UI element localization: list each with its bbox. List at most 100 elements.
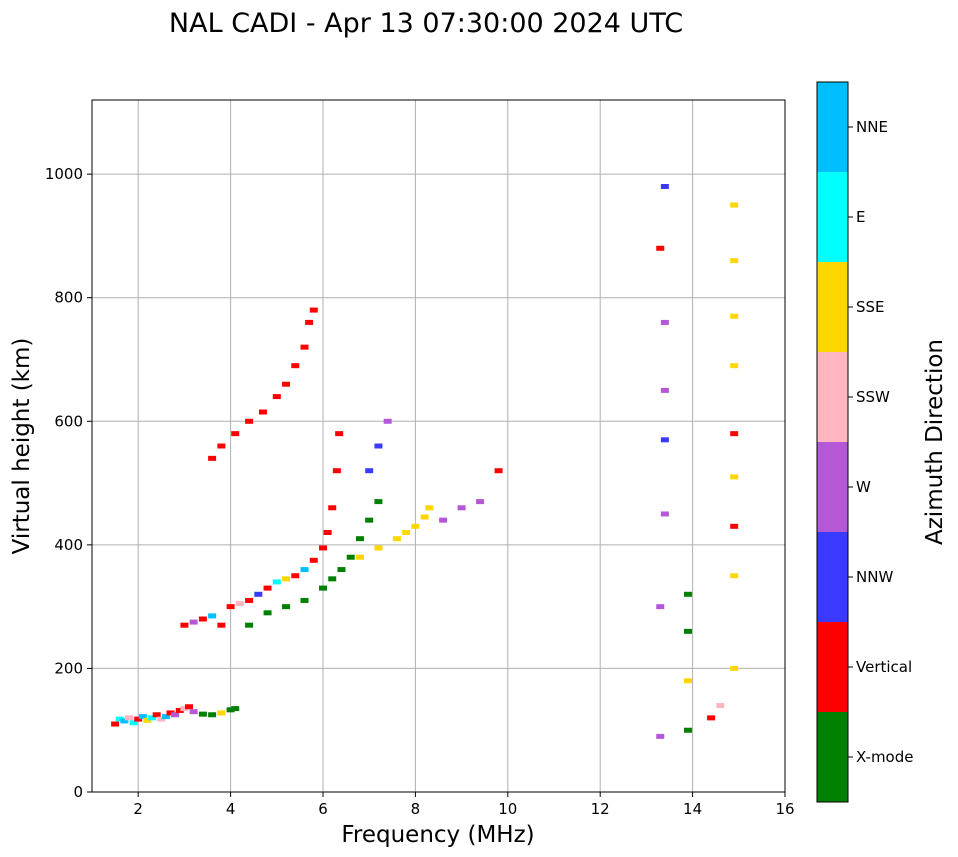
- data-point: [730, 573, 739, 579]
- data-point: [208, 712, 217, 718]
- data-point: [305, 319, 314, 325]
- data-point: [660, 387, 669, 393]
- data-point: [138, 714, 147, 720]
- colorbar-tick-label: E: [856, 208, 865, 226]
- data-point: [189, 619, 198, 625]
- data-point: [115, 716, 124, 722]
- colorbar-frame: [816, 81, 849, 803]
- y-tick-label: 600: [54, 412, 83, 430]
- data-point: [161, 714, 170, 720]
- data-point: [272, 579, 281, 585]
- x-axis-label: Frequency (MHz): [341, 822, 534, 848]
- data-point: [157, 716, 166, 722]
- data-point: [660, 437, 669, 443]
- data-point: [402, 530, 411, 535]
- data-point: [365, 468, 374, 474]
- colorbar-tick-label: W: [856, 478, 871, 496]
- data-point: [365, 517, 374, 523]
- data-point: [217, 443, 226, 449]
- data-point: [335, 431, 344, 437]
- data-point: [180, 706, 189, 712]
- data-point: [328, 505, 337, 511]
- data-point: [374, 545, 383, 551]
- data-point: [185, 704, 194, 710]
- x-tick-label: 8: [411, 800, 421, 818]
- data-point: [124, 715, 133, 721]
- data-point: [226, 604, 235, 610]
- data-point: [143, 717, 152, 723]
- data-point: [420, 514, 429, 520]
- y-axis-label: Virtual height (km): [9, 338, 35, 555]
- data-point: [411, 523, 420, 529]
- data-point: [730, 313, 739, 319]
- data-point: [660, 184, 669, 189]
- colorbar-tick-label: NNE: [856, 118, 888, 136]
- data-point: [656, 245, 665, 251]
- colorbar-segment: [817, 442, 848, 532]
- colorbar-segment: [817, 352, 848, 442]
- colorbar-tick-label: X-mode: [856, 748, 913, 766]
- data-point: [656, 604, 665, 610]
- colorbar: X-mode Vertical NNW W SSW SSE E NNE: [816, 81, 913, 803]
- data-point: [683, 727, 692, 733]
- data-point: [258, 409, 267, 415]
- y-axis: 0 200 400 600 800 1000: [45, 165, 92, 801]
- data-point: [660, 319, 669, 325]
- data-point: [374, 499, 383, 505]
- data-point: [328, 576, 337, 582]
- data-point: [476, 499, 485, 505]
- colorbar-segment: [817, 712, 848, 802]
- data-point: [245, 622, 254, 628]
- data-point: [319, 585, 327, 591]
- colorbar-segment: [817, 82, 848, 172]
- colorbar-tick-label: NNW: [856, 568, 893, 586]
- data-point: [263, 585, 272, 591]
- data-point: [208, 613, 217, 619]
- x-tick-label: 6: [318, 800, 328, 818]
- data-point: [226, 707, 235, 713]
- data-point: [425, 505, 434, 511]
- colorbar-segment: [817, 532, 848, 622]
- colorbar-segment: [817, 262, 848, 352]
- data-point: [300, 567, 309, 573]
- data-point: [282, 576, 291, 582]
- data-point: [111, 721, 120, 727]
- plot-frame: [91, 99, 786, 793]
- x-tick-label: 4: [226, 800, 236, 818]
- data-point: [730, 431, 739, 437]
- data-point: [309, 307, 318, 313]
- data-point: [309, 557, 318, 563]
- data-point: [730, 523, 739, 529]
- data-point: [217, 710, 226, 716]
- colorbar-tick-label: SSW: [856, 388, 890, 406]
- data-point: [254, 591, 263, 597]
- data-point: [134, 716, 143, 722]
- data-point: [332, 468, 341, 474]
- data-point: [457, 505, 466, 511]
- data-point: [175, 707, 184, 713]
- data-point: [166, 710, 175, 716]
- colorbar-segment: [817, 172, 848, 262]
- data-point: [439, 517, 448, 523]
- colorbar-segment: [817, 622, 848, 712]
- data-point: [282, 381, 291, 387]
- data-marks: [111, 184, 739, 739]
- data-point: [282, 604, 291, 610]
- data-point: [319, 545, 327, 551]
- data-point: [235, 601, 244, 607]
- data-point: [245, 418, 254, 424]
- data-point: [120, 718, 129, 724]
- data-point: [180, 622, 189, 628]
- data-point: [707, 715, 716, 721]
- data-point: [346, 554, 355, 560]
- data-point: [374, 443, 383, 449]
- data-point: [683, 678, 692, 684]
- data-point: [171, 712, 180, 718]
- x-tick-label: 16: [775, 800, 794, 818]
- data-point: [337, 567, 346, 573]
- y-tick-label: 1000: [45, 165, 83, 183]
- data-point: [683, 591, 692, 597]
- grid-lines: [92, 100, 786, 793]
- data-point: [198, 711, 207, 717]
- x-tick-label: 14: [683, 800, 702, 818]
